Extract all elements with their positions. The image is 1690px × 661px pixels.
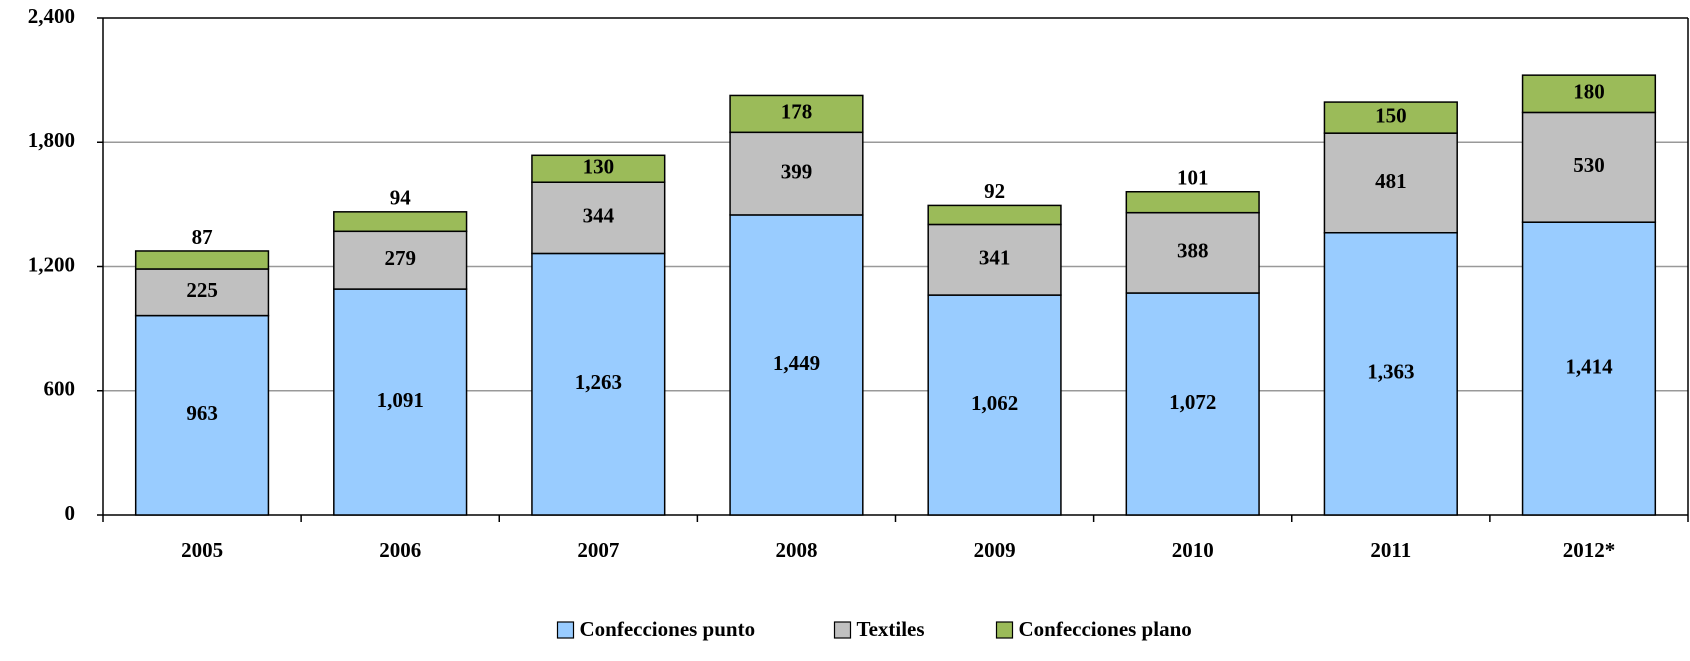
data-label: 1,449 — [773, 351, 820, 375]
data-label: 399 — [781, 159, 813, 183]
bar-segment — [134, 268, 270, 317]
x-tick-label: 2009 — [974, 538, 1016, 562]
x-tick-label: 2012* — [1563, 538, 1616, 562]
bar-segment — [927, 204, 1062, 226]
data-label: 341 — [979, 246, 1011, 270]
x-tick-label: 2007 — [577, 538, 619, 562]
data-label: 178 — [781, 100, 813, 124]
x-tick-label: 2008 — [775, 538, 817, 562]
y-tick-label: 1,200 — [28, 252, 75, 276]
data-label: 92 — [984, 179, 1005, 203]
data-label: 530 — [1573, 153, 1605, 177]
data-label: 1,062 — [971, 391, 1018, 415]
data-label: 481 — [1375, 169, 1407, 193]
legend-label: Textiles — [857, 617, 925, 641]
legend-swatch — [833, 621, 852, 639]
bar-segment — [729, 94, 864, 134]
bar-segment — [333, 288, 468, 516]
data-label: 963 — [186, 401, 218, 425]
data-label: 388 — [1177, 239, 1209, 263]
data-label: 101 — [1177, 166, 1209, 190]
data-label: 130 — [583, 155, 615, 179]
bar-segment — [1521, 74, 1657, 114]
legend-swatch — [995, 621, 1014, 639]
bar-segment — [729, 131, 864, 216]
data-label: 94 — [390, 186, 412, 210]
data-label: 1,414 — [1565, 354, 1613, 378]
y-tick-label: 0 — [65, 501, 76, 525]
bar-segment — [1125, 211, 1260, 294]
bar-segment — [1521, 221, 1657, 516]
legend-label: Confecciones plano — [1019, 617, 1192, 641]
bar-segment — [1323, 101, 1458, 134]
data-label: 1,072 — [1169, 390, 1216, 414]
bar-segment — [531, 154, 666, 183]
x-tick-label: 2010 — [1172, 538, 1214, 562]
data-label: 344 — [583, 204, 615, 228]
data-label: 1,263 — [575, 370, 622, 394]
y-tick-label: 1,800 — [28, 128, 75, 152]
data-label: 180 — [1573, 80, 1605, 104]
data-label: 1,363 — [1367, 360, 1414, 384]
bar-segment — [1125, 190, 1260, 214]
x-tick-label: 2005 — [181, 538, 223, 562]
legend-label: Confecciones punto — [580, 617, 756, 641]
data-label: 1,091 — [377, 388, 424, 412]
bar-segment — [333, 211, 468, 233]
bar-segment — [1323, 231, 1458, 516]
bar-segment — [134, 250, 270, 270]
legend-swatch — [556, 621, 575, 639]
y-tick-label: 600 — [44, 377, 76, 401]
y-tick-label: 2,400 — [28, 4, 75, 28]
data-label: 225 — [186, 278, 218, 302]
bar-segment — [729, 214, 864, 516]
bar-segment — [1521, 111, 1657, 223]
x-tick-label: 2011 — [1370, 538, 1411, 562]
data-label: 279 — [384, 246, 416, 270]
bar-segment — [531, 252, 666, 516]
bar-segment — [134, 314, 270, 516]
x-tick-label: 2006 — [379, 538, 421, 562]
data-label: 150 — [1375, 103, 1407, 127]
data-label: 87 — [192, 225, 213, 249]
bar-segment — [1323, 132, 1458, 234]
bar-segment — [531, 181, 666, 255]
